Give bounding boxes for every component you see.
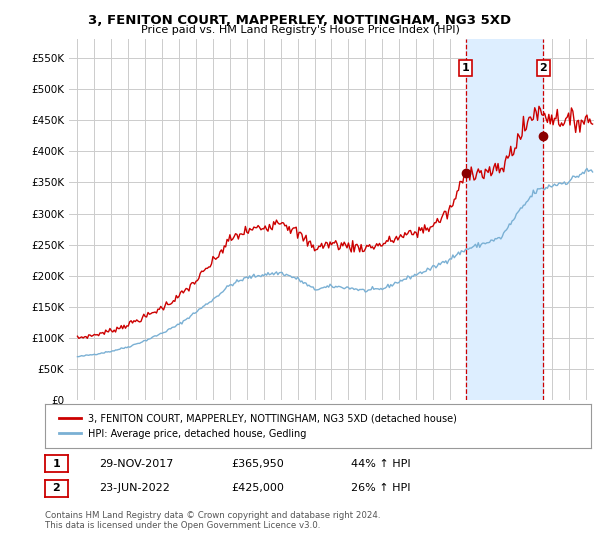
Legend: 3, FENITON COURT, MAPPERLEY, NOTTINGHAM, NG3 5XD (detached house), HPI: Average : 3, FENITON COURT, MAPPERLEY, NOTTINGHAM,… bbox=[55, 409, 461, 443]
Text: 44% ↑ HPI: 44% ↑ HPI bbox=[351, 459, 410, 469]
Text: 2: 2 bbox=[53, 483, 60, 493]
Text: £365,950: £365,950 bbox=[231, 459, 284, 469]
Text: 2: 2 bbox=[539, 63, 547, 73]
Text: Price paid vs. HM Land Registry's House Price Index (HPI): Price paid vs. HM Land Registry's House … bbox=[140, 25, 460, 35]
Bar bbox=[466, 39, 543, 400]
Text: Contains HM Land Registry data © Crown copyright and database right 2024.
This d: Contains HM Land Registry data © Crown c… bbox=[45, 511, 380, 530]
Text: 23-JUN-2022: 23-JUN-2022 bbox=[99, 483, 170, 493]
Text: 29-NOV-2017: 29-NOV-2017 bbox=[99, 459, 173, 469]
Text: 1: 1 bbox=[53, 459, 60, 469]
Text: 3, FENITON COURT, MAPPERLEY, NOTTINGHAM, NG3 5XD: 3, FENITON COURT, MAPPERLEY, NOTTINGHAM,… bbox=[88, 14, 512, 27]
Text: 26% ↑ HPI: 26% ↑ HPI bbox=[351, 483, 410, 493]
Text: 1: 1 bbox=[462, 63, 469, 73]
Text: £425,000: £425,000 bbox=[231, 483, 284, 493]
